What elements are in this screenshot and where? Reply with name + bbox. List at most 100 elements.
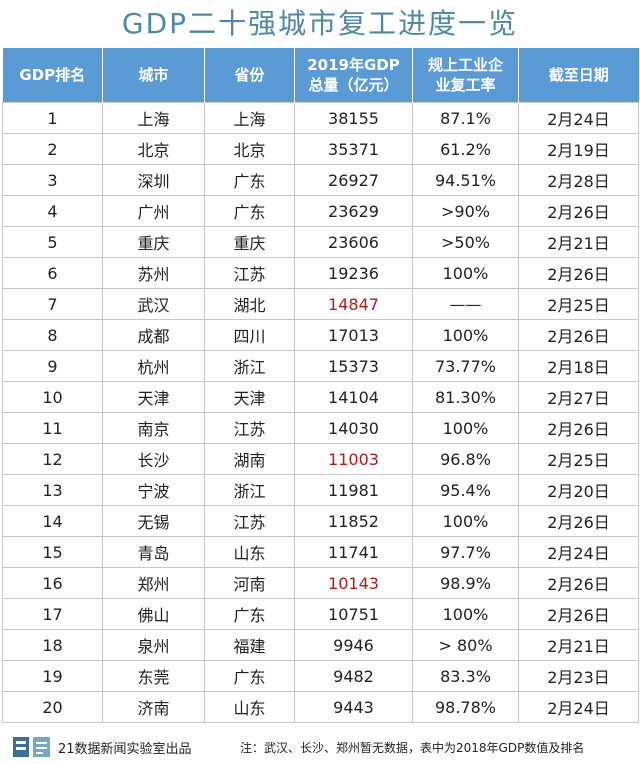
cell-date: 2月26日 <box>518 257 639 289</box>
cell-date: 2月24日 <box>518 691 639 723</box>
table-row: 9 杭州 浙江 15373 73.77% 2月18日 <box>2 350 639 382</box>
table-body: 1 上海 上海 38155 87.1% 2月24日 2 北京 北京 35371 61.2% 2月19日… <box>2 102 639 723</box>
table-row: 6 苏州 江苏 19236 100% 2月26日 <box>2 257 639 289</box>
cell-rate: 81.30% <box>412 381 519 413</box>
cell-province: 天津 <box>204 381 295 413</box>
cell-rank: 16 <box>2 567 103 599</box>
cell-province: 上海 <box>204 102 295 134</box>
cell-gdp: 23606 <box>294 226 413 258</box>
cell-city: 杭州 <box>102 350 205 382</box>
cell-rate: 100% <box>412 505 519 537</box>
cell-province: 福建 <box>204 629 295 661</box>
table-row: 18 泉州 福建 9946 > 80% 2月21日 <box>2 629 639 661</box>
cell-rank: 11 <box>2 412 103 444</box>
cell-gdp: 11852 <box>294 505 413 537</box>
cell-date: 2月26日 <box>518 598 639 630</box>
cell-rate: 83.3% <box>412 660 519 692</box>
cell-city: 泉州 <box>102 629 205 661</box>
cell-city: 郑州 <box>102 567 205 599</box>
cell-date: 2月24日 <box>518 102 639 134</box>
header-rate: 规上工业企 业复工率 <box>412 48 519 103</box>
cell-rank: 8 <box>2 319 103 351</box>
cell-province: 浙江 <box>204 474 295 506</box>
cell-gdp: 14104 <box>294 381 413 413</box>
cell-rate: >50% <box>412 226 519 258</box>
cell-date: 2月26日 <box>518 195 639 227</box>
cell-rank: 1 <box>2 102 103 134</box>
cell-gdp: 35371 <box>294 133 413 165</box>
table-header-row: GDP排名 城市 省份 2019年GDP 总量（亿元） 规上工业企 业复工率 截… <box>2 48 639 103</box>
table-row: 15 青岛 山东 11741 97.7% 2月24日 <box>2 536 639 568</box>
cell-rank: 7 <box>2 288 103 320</box>
cell-city: 济南 <box>102 691 205 723</box>
cell-gdp: 17013 <box>294 319 413 351</box>
table-row: 8 成都 四川 17013 100% 2月26日 <box>2 319 639 351</box>
footnote: 注：武汉、长沙、郑州暂无数据，表中为2018年GDP数值及排名 <box>240 741 585 755</box>
cell-rate: 100% <box>412 257 519 289</box>
cell-rate: —— <box>412 288 519 320</box>
cell-date: 2月28日 <box>518 164 639 196</box>
table-row: 4 广州 广东 23629 >90% 2月26日 <box>2 195 639 227</box>
cell-gdp: 19236 <box>294 257 413 289</box>
cell-city: 成都 <box>102 319 205 351</box>
cell-gdp: 26927 <box>294 164 413 196</box>
cell-city: 长沙 <box>102 443 205 475</box>
cell-rate: 100% <box>412 412 519 444</box>
cell-rank: 13 <box>2 474 103 506</box>
cell-gdp: 11003 <box>294 443 413 475</box>
cell-rank: 5 <box>2 226 103 258</box>
cell-province: 浙江 <box>204 350 295 382</box>
table-row: 1 上海 上海 38155 87.1% 2月24日 <box>2 102 639 134</box>
cell-rate: >90% <box>412 195 519 227</box>
cell-province: 江苏 <box>204 505 295 537</box>
cell-date: 2月21日 <box>518 226 639 258</box>
cell-gdp: 15373 <box>294 350 413 382</box>
cell-province: 重庆 <box>204 226 295 258</box>
cell-gdp: 9443 <box>294 691 413 723</box>
cell-rate: 73.77% <box>412 350 519 382</box>
header-rate-line1: 规上工业企 <box>427 56 503 74</box>
page-title: GDP二十强城市复工进度一览 <box>121 7 519 40</box>
cell-province: 北京 <box>204 133 295 165</box>
cell-date: 2月18日 <box>518 350 639 382</box>
gdp-table: GDP排名 城市 省份 2019年GDP 总量（亿元） 规上工业企 业复工率 截… <box>2 48 639 723</box>
cell-province: 山东 <box>204 691 295 723</box>
table-row: 13 宁波 浙江 11981 95.4% 2月20日 <box>2 474 639 506</box>
table-row: 3 深圳 广东 26927 94.51% 2月28日 <box>2 164 639 196</box>
cell-rate: 61.2% <box>412 133 519 165</box>
table-row: 5 重庆 重庆 23606 >50% 2月21日 <box>2 226 639 258</box>
cell-date: 2月25日 <box>518 443 639 475</box>
cell-city: 重庆 <box>102 226 205 258</box>
cell-city: 上海 <box>102 102 205 134</box>
cell-city: 北京 <box>102 133 205 165</box>
cell-date: 2月26日 <box>518 567 639 599</box>
cell-rank: 12 <box>2 443 103 475</box>
cell-province: 广东 <box>204 164 295 196</box>
cell-date: 2月26日 <box>518 319 639 351</box>
cell-province: 广东 <box>204 598 295 630</box>
cell-province: 湖北 <box>204 288 295 320</box>
cell-city: 宁波 <box>102 474 205 506</box>
cell-gdp: 11981 <box>294 474 413 506</box>
cell-rank: 10 <box>2 381 103 413</box>
cell-city: 东莞 <box>102 660 205 692</box>
cell-gdp: 14847 <box>294 288 413 320</box>
cell-gdp: 10143 <box>294 567 413 599</box>
cell-province: 广东 <box>204 660 295 692</box>
cell-rank: 18 <box>2 629 103 661</box>
cell-city: 无锡 <box>102 505 205 537</box>
cell-gdp: 9482 <box>294 660 413 692</box>
header-gdp: 2019年GDP 总量（亿元） <box>294 48 413 103</box>
cell-rank: 9 <box>2 350 103 382</box>
cell-rank: 20 <box>2 691 103 723</box>
cell-date: 2月23日 <box>518 660 639 692</box>
header-date: 截至日期 <box>518 48 639 103</box>
cell-province: 山东 <box>204 536 295 568</box>
cell-rank: 15 <box>2 536 103 568</box>
table-row: 16 郑州 河南 10143 98.9% 2月26日 <box>2 567 639 599</box>
header-gdp-line1: 2019年GDP <box>307 56 400 74</box>
cell-city: 天津 <box>102 381 205 413</box>
cell-rank: 3 <box>2 164 103 196</box>
cell-date: 2月26日 <box>518 412 639 444</box>
